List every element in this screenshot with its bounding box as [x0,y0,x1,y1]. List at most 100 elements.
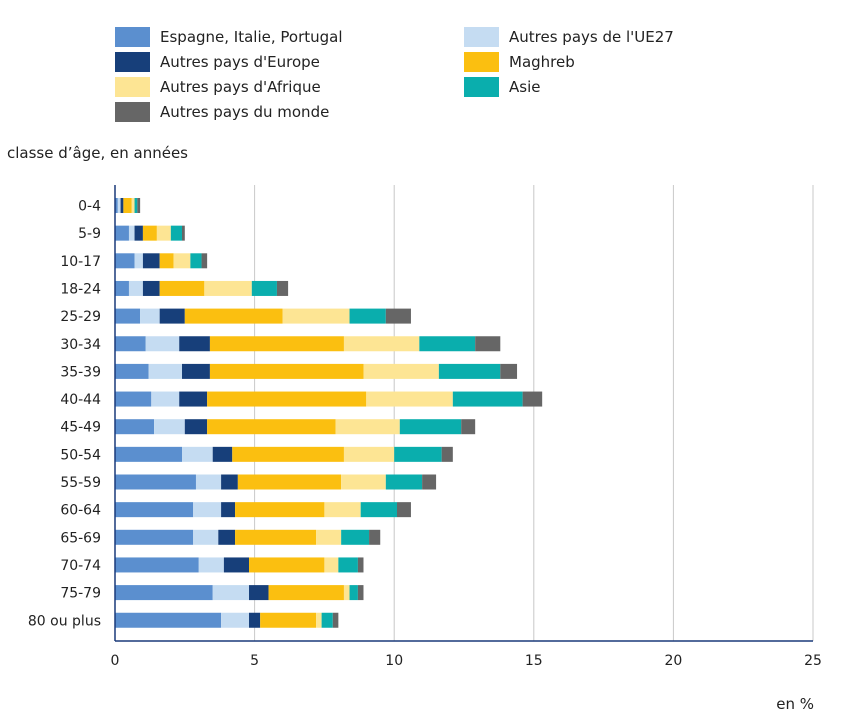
bar-segment [115,198,118,213]
bar-segment [184,308,283,324]
legend-label: Asie [509,78,541,96]
bar-segment [232,446,344,462]
bar-segment [190,253,202,269]
y-tick-label: 70-74 [60,558,101,574]
bar-segment [276,280,289,296]
bar-segment [209,363,364,379]
bar-segment [134,253,143,269]
bar-segment [142,253,160,269]
bar-segment [212,585,250,601]
bar-segment [142,225,157,241]
legend-label: Autres pays d'Afrique [160,78,321,96]
bar-segment [249,585,269,601]
bar-segment [120,198,124,213]
y-tick-label: 60-64 [60,503,101,519]
bar-segment [235,529,317,545]
bar-segment [396,502,411,518]
bar-segment [115,253,135,269]
bar-segment [128,225,135,241]
bar-segment [193,529,219,545]
y-tick-label: 5-9 [78,226,101,242]
bar-segment [159,280,205,296]
bar-segment [385,474,423,490]
bar-segment [221,502,236,518]
bar-segment [475,336,501,352]
y-tick-label: 55-59 [60,475,101,491]
bar-segment [218,529,236,545]
bar-segment [115,363,149,379]
bar-segment [212,446,233,462]
bar-segment [159,308,185,324]
bar-segment [115,308,141,324]
bar-segment [159,253,174,269]
x-tick-label: 20 [664,653,682,669]
bar-segment [221,612,250,628]
bar-segment [324,557,339,573]
bar-segment [343,585,350,601]
bar-segment [173,253,191,269]
bar-segment [198,557,224,573]
bar-segment [249,557,325,573]
bar-segment [419,336,476,352]
bar-segment [500,363,518,379]
legend-swatch [464,52,499,72]
y-axis-title: classe d’âge, en années [7,144,188,162]
y-tick-label: 75-79 [60,586,101,602]
unit-label: en % [776,695,814,713]
legend-label: Espagne, Italie, Portugal [160,28,343,46]
stacked-bar-chart: 0-4 5-9 10-17 18-24 25-29 30-34 35-39 40-44 45-4… [28,185,822,669]
bar-segment [332,612,339,628]
y-tick-label: 0-4 [78,199,101,215]
y-tick-label: 80 ou plus [28,613,101,629]
y-tick-label: 65-69 [60,530,101,546]
bar-segment [441,446,453,462]
bar-segment [324,502,361,518]
bar-segment [251,280,277,296]
bar-segment [182,363,210,379]
bar-segment [115,474,196,490]
bar-segment [349,308,386,324]
bar-segment [115,529,194,545]
bar-segment [115,585,213,601]
legend-label: Autres pays du monde [160,103,330,121]
legend-item-autres-pays-monde: Autres pays du monde [115,101,329,123]
bar-segment [349,585,358,601]
bar-segment [115,419,155,435]
legend-swatch [115,102,150,122]
bar-segment [156,225,171,241]
bar-segment [145,336,180,352]
legend-swatch [464,77,499,97]
y-tick-label: 50-54 [60,447,101,463]
bar-segment [452,391,523,407]
bar-segment [422,474,437,490]
bar-segment [179,391,208,407]
bar-segment [335,419,400,435]
bar-segment [223,557,250,573]
y-tick-label: 10-17 [60,254,101,270]
y-tick-label: 35-39 [60,364,101,380]
bar-segment [221,474,238,490]
bar-segment [137,198,141,213]
bar-segment [134,225,143,241]
bar-segment [249,612,261,628]
bar-segment [316,529,342,545]
bar-segment [201,253,208,269]
bar-segment [316,612,322,628]
bar-segment [115,446,183,462]
bar-segment [343,446,395,462]
y-tick-label: 18-24 [60,281,101,297]
bar-segment [123,198,132,213]
bar-segment [357,585,364,601]
legend-item-autres-pays-afrique: Autres pays d'Afrique [115,76,321,98]
bar-segment [115,280,129,296]
bar-segment [363,363,439,379]
legend-label: Maghreb [509,53,575,71]
bar-segment [260,612,317,628]
y-tick-label: 45-49 [60,420,101,436]
bar-segment [341,529,370,545]
bar-segment [115,557,199,573]
x-tick-label: 15 [525,653,543,669]
legend-item-autres-pays-europe: Autres pays d'Europe [115,51,320,73]
bar-segment [338,557,358,573]
bar-segment [140,308,160,324]
